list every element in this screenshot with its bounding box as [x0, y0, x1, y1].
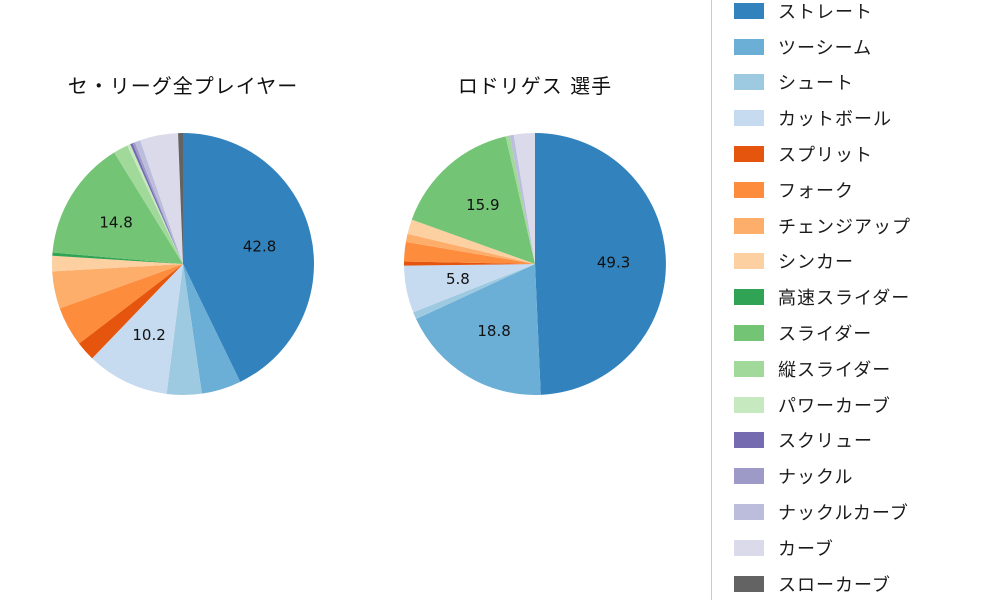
pie-slice-チェンジアップ: [405, 233, 535, 264]
legend-color-swatch-icon: [734, 360, 764, 377]
legend-color-swatch-icon: [734, 289, 764, 306]
pie-percent-label: 15.9: [466, 196, 499, 214]
legend-label: スプリット: [778, 145, 873, 167]
legend-color-swatch-icon: [734, 396, 764, 413]
legend-label: チェンジアップ: [778, 216, 911, 238]
legend-color-swatch-icon: [734, 253, 764, 270]
pie-slice-スライダー: [52, 152, 183, 264]
legend-label: カーブ: [778, 538, 834, 560]
right-pie-title: ロドリゲス 選手: [457, 74, 613, 98]
legend-item: スプリット: [734, 136, 1000, 172]
legend-color-swatch-icon: [734, 217, 764, 234]
legend-color-swatch-icon: [734, 38, 764, 55]
legend-color-swatch-icon: [734, 325, 764, 342]
legend-color-swatch-icon: [734, 575, 764, 592]
legend-label: カットボール: [778, 109, 892, 131]
pie-slice-フォーク: [59, 264, 183, 344]
pie-percent-label: 18.8: [477, 322, 510, 340]
pie-percent-label: 10.2: [132, 326, 165, 344]
pie-slice-ツーシーム: [183, 264, 241, 394]
legend-label: シュート: [778, 73, 854, 95]
pie-slice-フォーク: [404, 241, 535, 264]
legend-item: シンカー: [734, 244, 1000, 280]
legend-item: スローカーブ: [734, 566, 1000, 600]
legend-label: スライダー: [778, 324, 873, 346]
legend-label: ストレート: [778, 1, 873, 23]
legend-color-swatch-icon: [734, 74, 764, 91]
pie-slice-縦スライダー: [505, 135, 535, 264]
legend-label: スローカーブ: [778, 574, 891, 596]
pie-slice-カーブ: [140, 133, 183, 264]
legend-label: ツーシーム: [778, 37, 873, 59]
legend-label: ナックルカーブ: [778, 503, 909, 525]
legend-label: 高速スライダー: [778, 288, 911, 310]
legend-item: チェンジアップ: [734, 208, 1000, 244]
legend-item: ツーシーム: [734, 29, 1000, 65]
legend-item: スライダー: [734, 315, 1000, 351]
legend-label: ナックル: [778, 467, 854, 489]
pie-slice-高速スライダー: [52, 252, 183, 264]
pie-slice-パワーカーブ: [127, 144, 183, 264]
legend-item: ナックル: [734, 458, 1000, 494]
pie-chart-player: 49.3 18.8 5.8 15.9: [403, 133, 666, 395]
legend-item: 縦スライダー: [734, 351, 1000, 387]
legend-item: パワーカーブ: [734, 387, 1000, 423]
pie-slice-チェンジアップ: [52, 264, 184, 309]
legend-item: カーブ: [734, 530, 1000, 566]
pie-percent-label: 5.8: [446, 270, 470, 288]
legend-label: シンカー: [778, 252, 854, 274]
pie-slice-スプリット: [403, 261, 535, 266]
pie-slice-カットボール: [92, 264, 183, 394]
legend-item: 高速スライダー: [734, 279, 1000, 315]
legend-item: ナックルカーブ: [734, 494, 1000, 530]
legend-color-swatch-icon: [734, 110, 764, 127]
pie-slice-ストレート: [535, 133, 666, 395]
legend-label: フォーク: [778, 180, 854, 202]
pie-slice-ナックルカーブ: [509, 134, 535, 264]
pie-slice-ナックルカーブ: [134, 140, 183, 264]
legend-color-swatch-icon: [734, 181, 764, 198]
legend-item: スクリュー: [734, 423, 1000, 459]
pie-slice-縦スライダー: [114, 145, 183, 264]
pie-percent-label: 14.8: [99, 214, 132, 232]
pie-slice-カットボール: [404, 264, 535, 313]
pie-slice-スクリュー: [130, 143, 183, 264]
left-pie-title: セ・リーグ全プレイヤー: [67, 74, 299, 98]
legend-item: ストレート: [734, 0, 1000, 29]
legend-color-swatch-icon: [734, 2, 764, 19]
pie-slice-シュート: [166, 264, 202, 395]
legend-color-swatch-icon: [734, 539, 764, 556]
legend-label: スクリュー: [778, 431, 873, 453]
legend-color-swatch-icon: [734, 432, 764, 449]
pie-slice-ストレート: [183, 133, 314, 382]
legend: ストレート ツーシーム シュート カットボール スプリット フォーク チェンジア…: [711, 0, 1000, 600]
pie-slice-シンカー: [52, 255, 183, 272]
legend-item: カットボール: [734, 100, 1000, 136]
pie-slice-カーブ: [513, 133, 535, 264]
pie-slice-スプリット: [78, 264, 183, 359]
legend-color-swatch-icon: [734, 504, 764, 521]
legend-color-swatch-icon: [734, 468, 764, 485]
pie-slice-シンカー: [407, 219, 535, 264]
pie-percent-label: 42.8: [243, 237, 276, 255]
legend-label: 縦スライダー: [778, 359, 892, 381]
pie-slice-スローカーブ: [178, 132, 183, 264]
pie-slice-スライダー: [411, 136, 535, 264]
legend-item: シュート: [734, 65, 1000, 101]
legend-item: フォーク: [734, 172, 1000, 208]
pie-slice-シュート: [413, 264, 535, 320]
legend-color-swatch-icon: [734, 146, 764, 163]
pie-chart-league: 42.8 10.2 14.8: [52, 132, 314, 395]
legend-label: パワーカーブ: [778, 395, 891, 417]
pie-slice-ツーシーム: [416, 264, 541, 395]
pie-percent-label: 49.3: [597, 253, 630, 271]
pie-slice-ナックル: [132, 142, 183, 264]
